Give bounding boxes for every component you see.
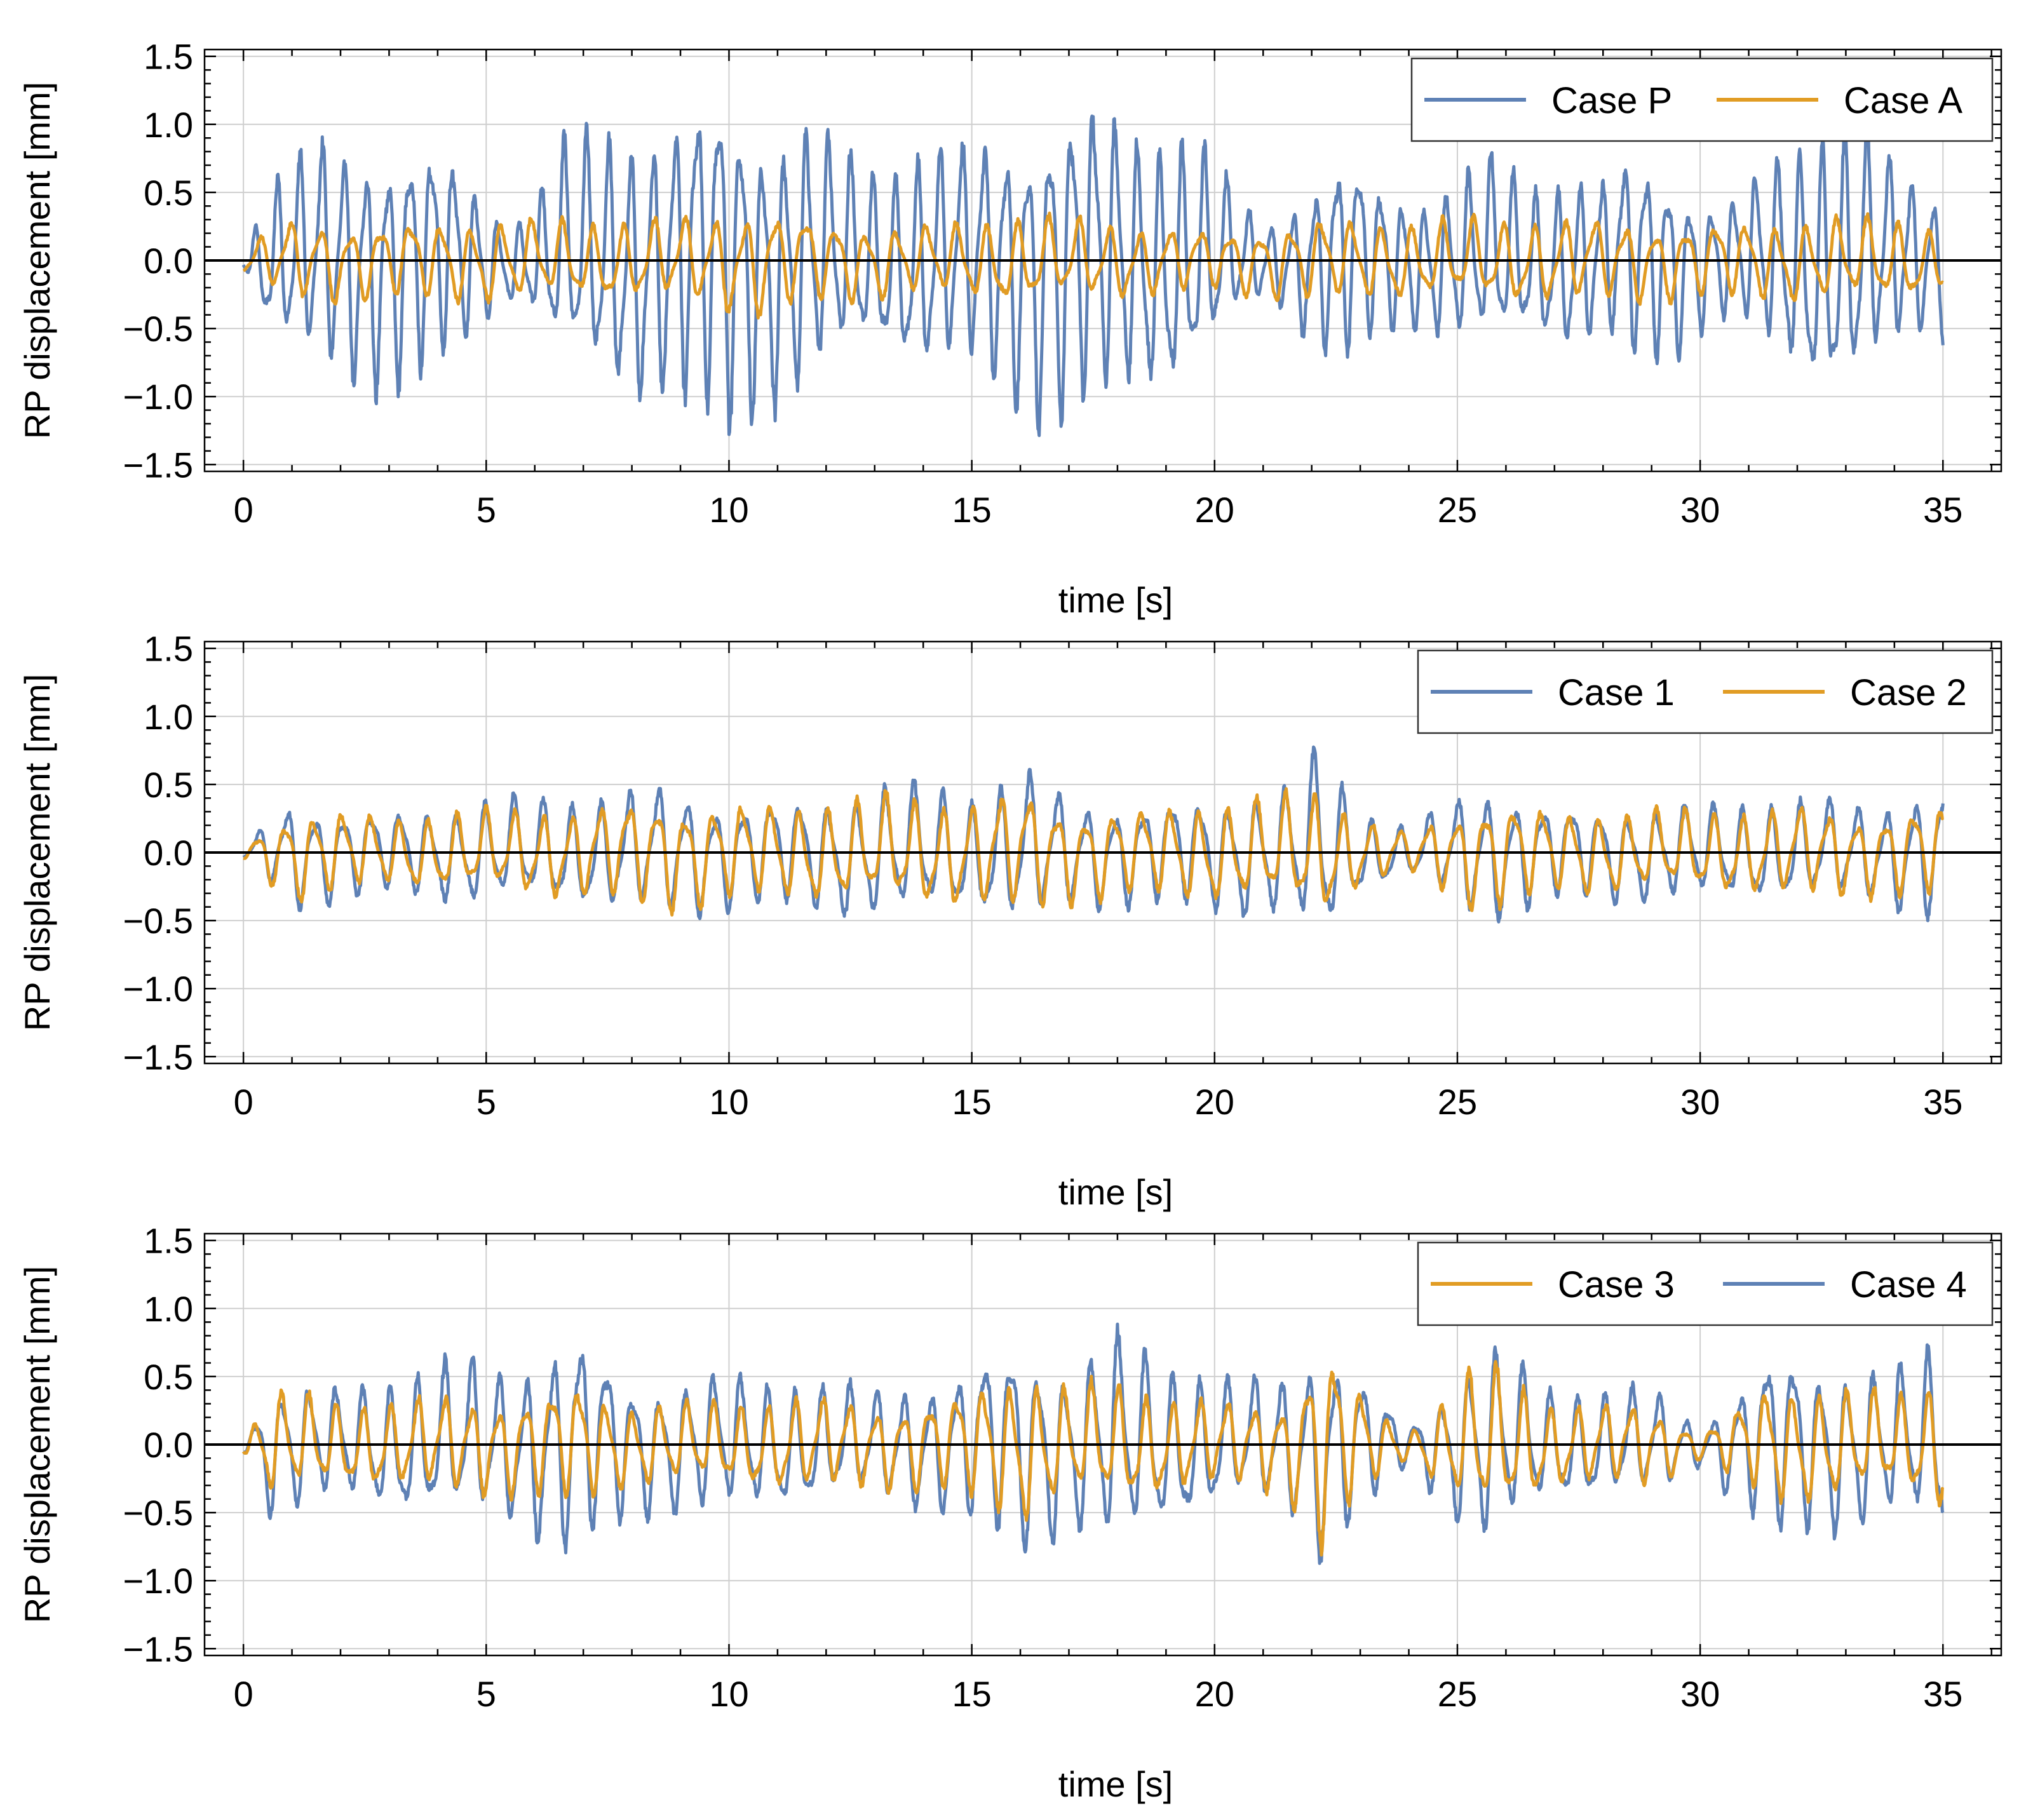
x-tick-label: 5: [476, 490, 496, 530]
x-axis-title: time [s]: [1058, 1172, 1173, 1212]
legend-label: Case 2: [1850, 672, 1967, 713]
y-tick-label: 1.5: [144, 1221, 193, 1261]
y-tick-label: −0.5: [123, 1493, 193, 1533]
legend: Case 1 Case 2: [1417, 649, 1994, 734]
x-tick-label: 25: [1438, 490, 1477, 530]
x-tick-label: 10: [709, 1674, 748, 1714]
x-axis-title: time [s]: [1058, 580, 1173, 620]
x-tick-label: 10: [709, 490, 748, 530]
x-tick-label: 35: [1923, 490, 1962, 530]
y-tick-label: −0.5: [123, 309, 193, 349]
x-tick-label: 10: [709, 1082, 748, 1122]
y-tick-label: −0.5: [123, 901, 193, 941]
y-tick-label: 1.0: [144, 697, 193, 737]
legend: Case 3 Case 4: [1417, 1241, 1994, 1326]
x-tick-label: 25: [1438, 1082, 1477, 1122]
x-tick-label: 20: [1195, 490, 1234, 530]
x-tick-label: 15: [952, 1674, 991, 1714]
x-axis-title: time [s]: [1058, 1764, 1173, 1804]
y-tick-label: −1.0: [123, 969, 193, 1009]
x-tick-label: 5: [476, 1082, 496, 1122]
series-line-case-p: [241, 114, 1945, 438]
x-tick-label: 0: [234, 490, 253, 530]
x-tick-label: 15: [952, 1082, 991, 1122]
x-tick-label: 35: [1923, 1082, 1962, 1122]
legend-label: Case 3: [1558, 1264, 1675, 1305]
y-tick-label: 1.5: [144, 37, 193, 77]
y-tick-label: 1.0: [144, 105, 193, 145]
x-tick-label: 25: [1438, 1674, 1477, 1714]
y-tick-label: 0.0: [144, 833, 193, 873]
y-tick-label: −1.5: [123, 1037, 193, 1077]
y-tick-label: −1.0: [123, 377, 193, 417]
legend-label: Case 1: [1558, 672, 1675, 713]
series-line-case-a: [242, 212, 1944, 320]
x-tick-label: 15: [952, 490, 991, 530]
y-axis-title: RP displacement [mm]: [17, 674, 57, 1031]
chart-panel-3: 0 5 10 15 20 25 30 35 1.5 1.0 0.5 0.0 −0.5 −1.0 −1.5 ti…: [17, 1221, 2002, 1804]
y-tick-label: 0.5: [144, 1357, 193, 1397]
y-tick-label: 1.5: [144, 629, 193, 669]
chart-panel-2: 0 5 10 15 20 25 30 35 1.5 1.0 0.5 0.0 −0.5 −1.0 −1.5 ti…: [17, 629, 2002, 1212]
x-tick-label: 30: [1680, 1082, 1720, 1122]
y-tick-label: 0.5: [144, 173, 193, 213]
y-tick-label: 1.0: [144, 1289, 193, 1329]
y-tick-label: −1.0: [123, 1561, 193, 1601]
legend: Case P Case A: [1410, 57, 1994, 142]
chart-panel-1: 0 5 10 15 20 25 30 35 1.5 1.0 0.5 0.0 −0.5 −1.0 −1.5 ti…: [17, 37, 2002, 620]
x-tick-label: 0: [234, 1674, 253, 1714]
y-tick-label: −1.5: [123, 1629, 193, 1669]
legend-label: Case 4: [1850, 1264, 1967, 1305]
y-axis-title: RP displacement [mm]: [17, 82, 57, 439]
x-tick-label: 20: [1195, 1082, 1234, 1122]
x-tick-label: 0: [234, 1082, 253, 1122]
series-line-case-1: [242, 745, 1945, 924]
y-tick-label: 0.0: [144, 241, 193, 281]
y-tick-label: 0.0: [144, 1425, 193, 1465]
legend-label: Case A: [1844, 80, 1962, 121]
y-axis-title: RP displacement [mm]: [17, 1266, 57, 1623]
x-tick-label: 30: [1680, 1674, 1720, 1714]
y-tick-label: 0.5: [144, 765, 193, 805]
x-tick-label: 35: [1923, 1674, 1962, 1714]
x-tick-label: 20: [1195, 1674, 1234, 1714]
legend-label: Case P: [1551, 80, 1672, 121]
x-tick-label: 5: [476, 1674, 496, 1714]
series-line-case-3: [241, 1359, 1945, 1557]
x-tick-label: 30: [1680, 490, 1720, 530]
y-tick-label: −1.5: [123, 445, 193, 485]
series-line-case-2: [242, 787, 1945, 917]
